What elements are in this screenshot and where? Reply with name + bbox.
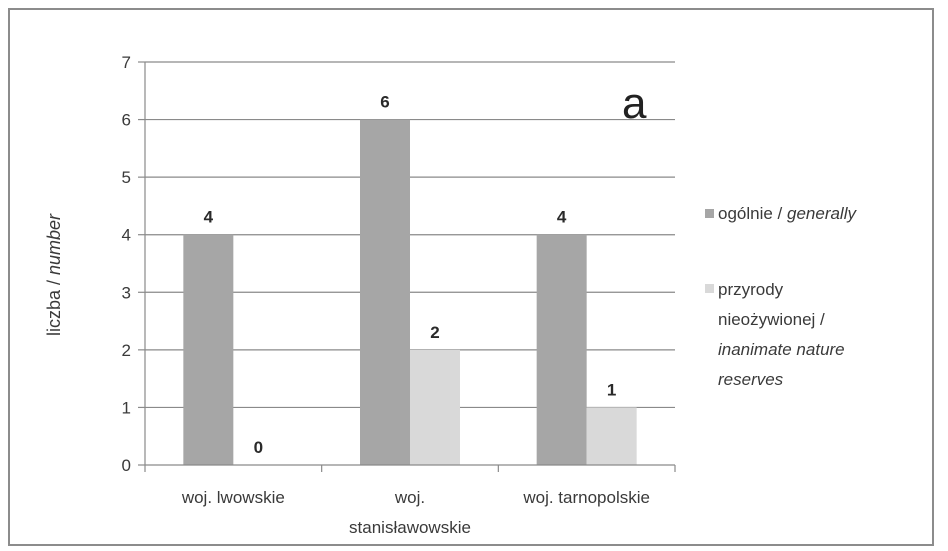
legend-label-series1-line1: nieożywionej / <box>718 310 825 329</box>
y-tick-label-4: 4 <box>122 226 131 245</box>
bar-series0-cat0 <box>183 234 234 465</box>
legend-label-series1-line0: przyrody <box>718 280 784 299</box>
axes <box>138 61 676 472</box>
data-label-series1-cat0: 0 <box>254 438 263 457</box>
bar-series1-cat1 <box>410 349 460 465</box>
y-tick-label-6: 6 <box>122 111 131 130</box>
bars <box>183 119 637 466</box>
y-tick-label-5: 5 <box>122 168 131 187</box>
bar-series1-cat2 <box>586 407 637 465</box>
y-axis-label: liczba / number <box>44 213 64 336</box>
legend-label-series1-line3: reserves <box>718 370 784 389</box>
legend: ogólnie / generally przyrody nieożywionej … <box>705 204 857 389</box>
x-tick-label-1-line0: woj. <box>394 488 425 507</box>
data-label-series0-cat2: 4 <box>557 208 567 227</box>
y-tick-label-3: 3 <box>122 283 131 302</box>
legend-swatch-series0 <box>705 209 714 218</box>
y-tick-label-1: 1 <box>122 398 131 417</box>
legend-label-series0: ogólnie / generally <box>718 204 857 223</box>
bar-series0-cat2 <box>536 234 587 465</box>
x-tick-label-1-line1: stanisławowskie <box>349 518 471 537</box>
chart-frame: 0 1 2 3 4 5 6 7 4 0 woj. lwowskie 6 2 woj. stanisławow… <box>8 8 934 546</box>
legend-swatch-series1 <box>705 284 714 293</box>
labels: 0 1 2 3 4 5 6 7 4 0 woj. lwowskie 6 2 woj. stanisławow… <box>122 53 650 537</box>
data-label-series1-cat2: 1 <box>607 380 616 399</box>
data-label-series0-cat1: 6 <box>380 93 389 112</box>
data-label-series1-cat1: 2 <box>430 323 439 342</box>
bar-chart: 0 1 2 3 4 5 6 7 4 0 woj. lwowskie 6 2 woj. stanisławow… <box>44 53 857 537</box>
legend-label-series1-line2: inanimate nature <box>718 340 845 359</box>
x-tick-label-0: woj. lwowskie <box>181 488 285 507</box>
bar-series0-cat1 <box>360 119 410 466</box>
y-tick-label-7: 7 <box>122 53 131 72</box>
panel-label: a <box>622 79 647 128</box>
y-tick-label-2: 2 <box>122 341 131 360</box>
data-label-series0-cat0: 4 <box>204 208 214 227</box>
y-tick-label-0: 0 <box>122 456 131 475</box>
x-tick-label-2: woj. tarnopolskie <box>522 488 650 507</box>
